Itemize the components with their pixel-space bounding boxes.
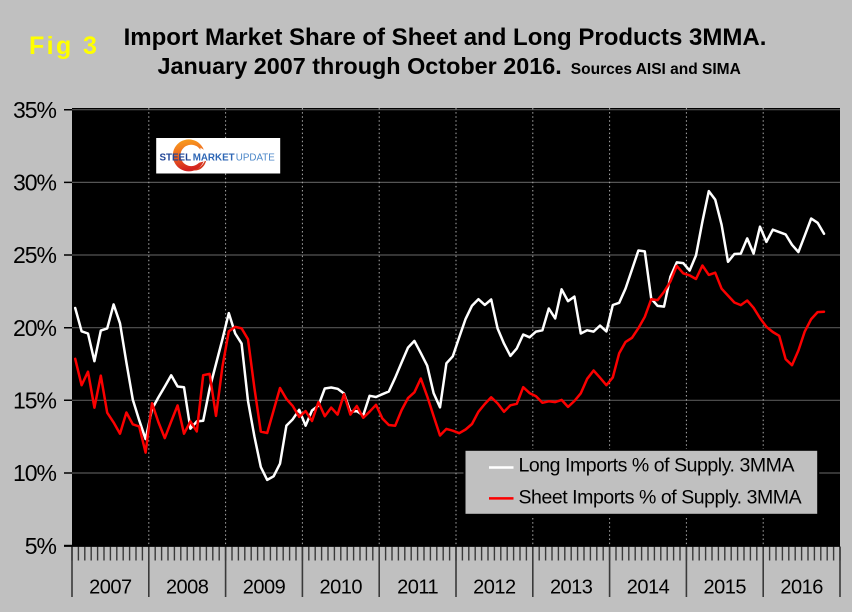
svg-text:2008: 2008 <box>166 577 209 599</box>
svg-text:2010: 2010 <box>320 577 363 599</box>
svg-text:2012: 2012 <box>473 577 516 599</box>
svg-text:20%: 20% <box>13 315 57 341</box>
svg-text:STEEL: STEEL <box>160 152 192 163</box>
svg-text:2016: 2016 <box>780 577 823 599</box>
svg-text:2009: 2009 <box>243 577 286 599</box>
svg-text:2014: 2014 <box>627 577 670 599</box>
svg-text:Sheet Imports % of Supply. 3MM: Sheet Imports % of Supply. 3MMA <box>519 487 802 509</box>
svg-text:5%: 5% <box>25 533 57 559</box>
svg-text:2007: 2007 <box>89 577 132 599</box>
svg-text:35%: 35% <box>13 97 57 123</box>
svg-text:2013: 2013 <box>550 577 593 599</box>
svg-text:Long Imports % of Supply. 3MMA: Long Imports % of Supply. 3MMA <box>519 455 795 477</box>
svg-text:UPDATE: UPDATE <box>236 152 275 163</box>
svg-text:2015: 2015 <box>704 577 747 599</box>
svg-text:10%: 10% <box>13 460 57 486</box>
svg-text:MARKET: MARKET <box>193 152 235 163</box>
svg-text:15%: 15% <box>13 388 57 414</box>
svg-text:2011: 2011 <box>397 577 438 599</box>
svg-text:25%: 25% <box>13 242 57 268</box>
svg-text:30%: 30% <box>13 170 57 196</box>
